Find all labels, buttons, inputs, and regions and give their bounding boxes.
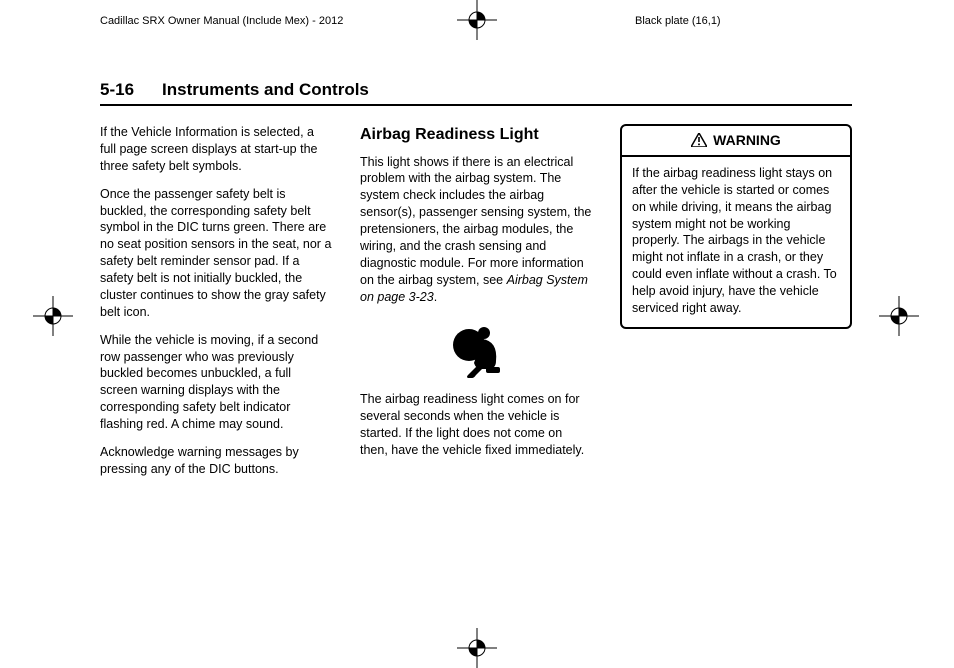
column-3: WARNING If the airbag readiness light st… bbox=[620, 124, 852, 489]
print-header-right: Black plate (16,1) bbox=[635, 15, 721, 27]
body-paragraph: If the Vehicle Information is selected, … bbox=[100, 124, 332, 175]
subsection-heading: Airbag Readiness Light bbox=[360, 124, 592, 146]
body-paragraph: This light shows if there is an electric… bbox=[360, 154, 592, 306]
airbag-icon bbox=[446, 319, 506, 379]
page-number: 5-16 bbox=[100, 80, 134, 100]
warning-body: If the airbag readiness light stays on a… bbox=[622, 157, 850, 327]
body-paragraph: The airbag readiness light comes on for … bbox=[360, 391, 592, 459]
column-1: If the Vehicle Information is selected, … bbox=[100, 124, 332, 489]
body-text: This light shows if there is an electric… bbox=[360, 155, 591, 287]
columns: If the Vehicle Information is selected, … bbox=[100, 124, 852, 489]
warning-label: WARNING bbox=[713, 131, 781, 150]
body-text: . bbox=[434, 290, 437, 304]
content-area: 5-16 Instruments and Controls If the Veh… bbox=[100, 80, 852, 489]
body-paragraph: While the vehicle is moving, if a second… bbox=[100, 332, 332, 433]
warning-triangle-icon bbox=[691, 133, 707, 147]
page-header: 5-16 Instruments and Controls bbox=[100, 80, 852, 106]
body-paragraph: Acknowledge warning messages by pressing… bbox=[100, 444, 332, 478]
warning-box: WARNING If the airbag readiness light st… bbox=[620, 124, 852, 329]
registration-mark-icon bbox=[33, 296, 73, 336]
registration-mark-icon bbox=[879, 296, 919, 336]
registration-mark-icon bbox=[457, 628, 497, 668]
print-header-left: Cadillac SRX Owner Manual (Include Mex) … bbox=[100, 15, 343, 27]
body-paragraph: Once the passenger safety belt is buckle… bbox=[100, 186, 332, 321]
page: Cadillac SRX Owner Manual (Include Mex) … bbox=[0, 0, 954, 668]
warning-header: WARNING bbox=[622, 126, 850, 157]
section-title: Instruments and Controls bbox=[162, 80, 369, 100]
registration-mark-icon bbox=[457, 0, 497, 40]
column-2: Airbag Readiness Light This light shows … bbox=[360, 124, 592, 489]
